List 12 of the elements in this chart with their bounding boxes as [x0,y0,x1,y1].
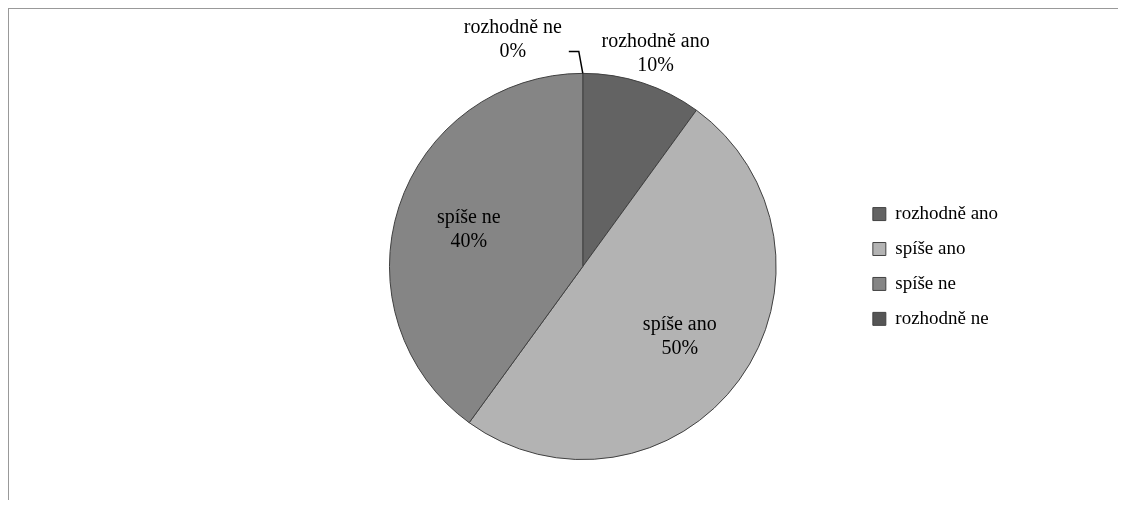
legend-label: spíše ne [895,271,956,293]
data-label: 10% [637,52,674,75]
data-label: 40% [450,228,488,251]
text: 0% [499,38,527,61]
category-label: rozhodně ne [463,14,562,37]
slice-label: spíše ne [436,204,501,228]
data-label: 50% [661,336,699,359]
legend-label: rozhodně ano [895,202,999,224]
legend-label: rozhodně ne [895,306,989,328]
legend-label: spíše ano [895,237,966,258]
slice-label: rozhodně ano [601,28,710,51]
slice-label: spíše ano [642,312,717,336]
